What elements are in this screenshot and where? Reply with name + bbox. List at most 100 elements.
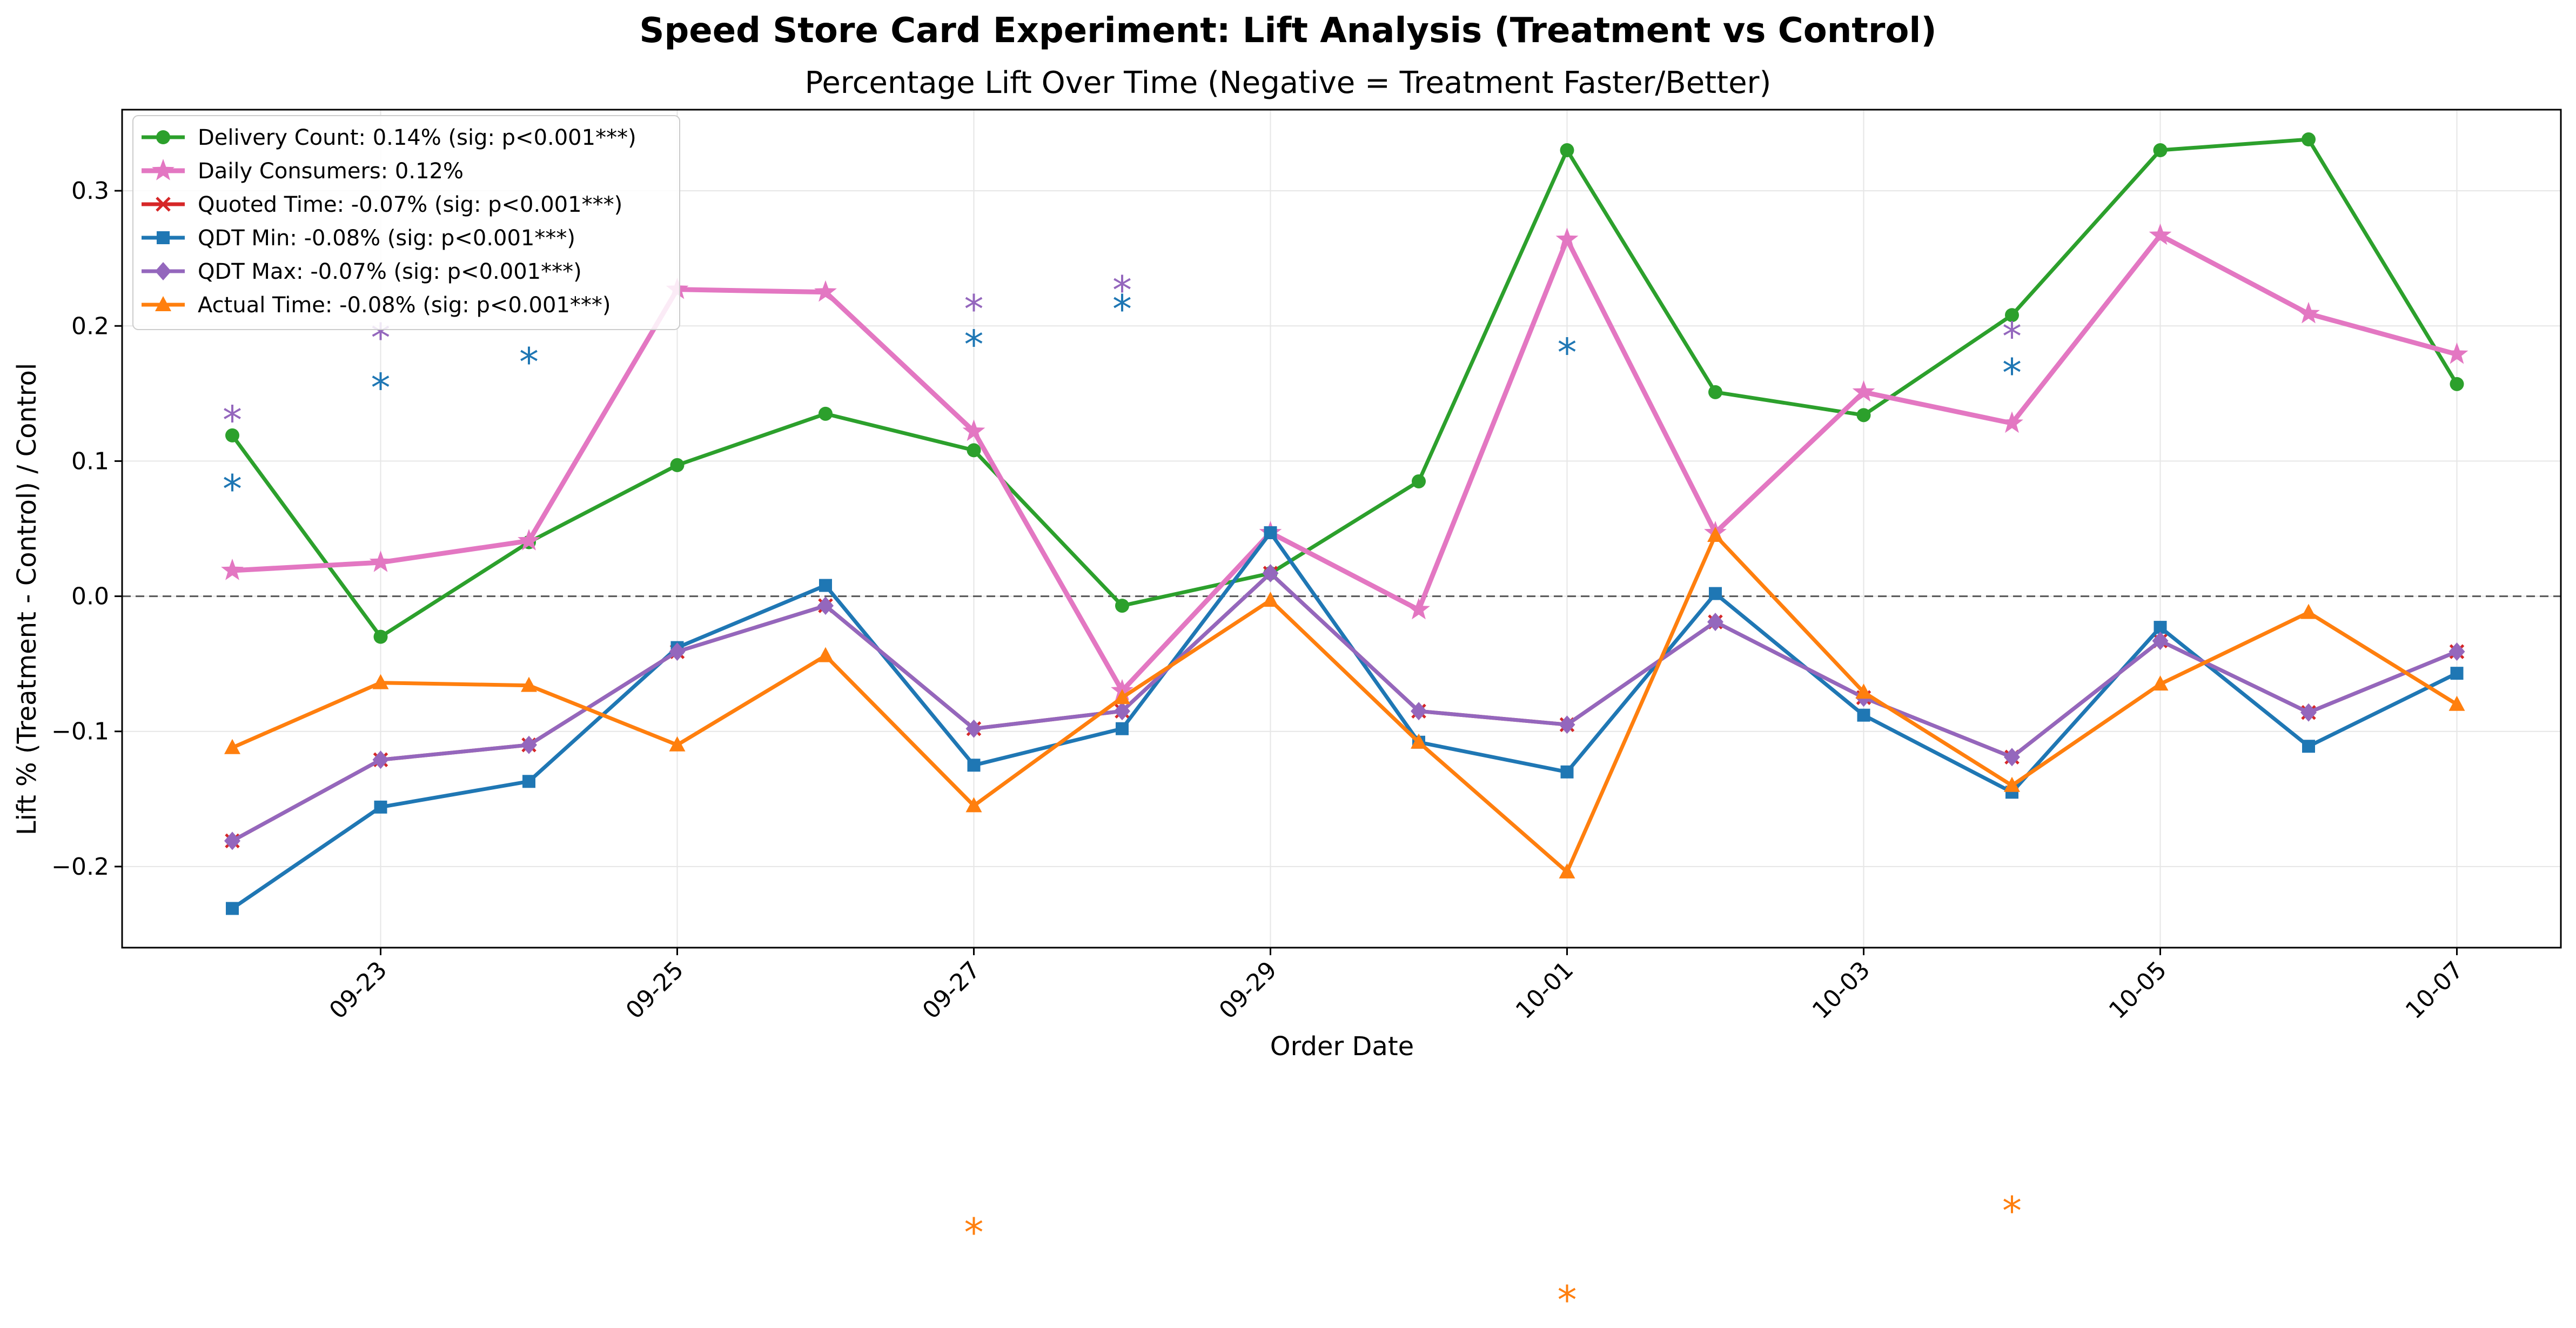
data-point bbox=[1856, 408, 1871, 422]
data-point bbox=[2149, 223, 2172, 245]
significance-star: * bbox=[223, 466, 242, 512]
series-lines bbox=[221, 132, 2468, 915]
legend-label: Daily Consumers: 0.12% bbox=[198, 159, 464, 184]
significance-star: * bbox=[964, 321, 984, 367]
data-point bbox=[2302, 132, 2316, 147]
legend-label: QDT Min: -0.08% (sig: p<0.001***) bbox=[198, 226, 575, 251]
data-point bbox=[2152, 675, 2169, 691]
y-tick-label: −0.2 bbox=[51, 853, 109, 881]
data-point bbox=[225, 428, 239, 442]
data-point bbox=[2004, 748, 2020, 767]
series-4 bbox=[224, 564, 2465, 850]
significance-star: * bbox=[964, 286, 984, 332]
legend-entry: Daily Consumers: 0.12% bbox=[142, 159, 464, 184]
legend: Delivery Count: 0.14% (sig: p<0.001***) D… bbox=[132, 115, 680, 330]
chart-subtitle: Percentage Lift Over Time (Negative = Tr… bbox=[805, 65, 1772, 100]
legend-marker bbox=[152, 159, 175, 180]
significance-star: * bbox=[1112, 267, 1132, 313]
series-line bbox=[231, 571, 2458, 843]
significance-star: * bbox=[964, 1210, 984, 1255]
data-point bbox=[1560, 143, 1574, 158]
data-point bbox=[817, 647, 834, 662]
data-point bbox=[1262, 564, 1279, 583]
data-point bbox=[518, 529, 540, 551]
series-line bbox=[232, 233, 2458, 694]
significance-star: * bbox=[2002, 313, 2022, 359]
plot-area-frame bbox=[121, 109, 2562, 949]
significance-star: * bbox=[2002, 1188, 2022, 1233]
significance-markers: ********** ***** bbox=[223, 267, 2022, 1323]
series-5 bbox=[224, 527, 2465, 878]
data-point bbox=[2300, 703, 2317, 722]
legend-marker bbox=[155, 296, 171, 311]
data-point bbox=[962, 419, 985, 441]
data-point bbox=[1411, 733, 1427, 749]
chart-title: Speed Store Card Experiment: Lift Analys… bbox=[639, 11, 1936, 51]
legend-entry: Actual Time: -0.08% (sig: p<0.001***) bbox=[142, 293, 611, 318]
data-point bbox=[819, 579, 832, 592]
data-point bbox=[224, 739, 240, 754]
legend-box bbox=[132, 115, 680, 330]
data-point bbox=[965, 797, 982, 813]
data-point bbox=[669, 736, 686, 752]
data-point bbox=[372, 750, 389, 769]
y-tick-label: 0.3 bbox=[71, 177, 109, 205]
data-point bbox=[1709, 587, 1722, 600]
data-point bbox=[1707, 527, 1723, 542]
significance-star: * bbox=[2002, 350, 2022, 395]
data-point bbox=[965, 719, 982, 738]
data-point bbox=[2448, 642, 2465, 661]
data-point bbox=[1114, 702, 1130, 721]
data-point bbox=[967, 443, 981, 458]
data-point bbox=[369, 551, 392, 572]
data-point bbox=[819, 406, 833, 421]
data-point bbox=[1412, 474, 1426, 488]
data-point bbox=[2448, 695, 2465, 711]
data-point bbox=[2445, 342, 2468, 364]
data-point bbox=[522, 775, 535, 788]
data-point bbox=[2004, 776, 2020, 792]
significance-star: * bbox=[1558, 330, 1577, 375]
data-point bbox=[2302, 740, 2315, 753]
legend-entry: QDT Max: -0.07% (sig: p<0.001***) bbox=[142, 259, 582, 284]
data-point bbox=[1560, 765, 1574, 779]
data-point bbox=[1855, 683, 1872, 699]
legend-label: Delivery Count: 0.14% (sig: p<0.001***) bbox=[198, 125, 636, 150]
legend-label: Actual Time: -0.08% (sig: p<0.001***) bbox=[198, 293, 611, 318]
data-point bbox=[814, 280, 837, 302]
data-point bbox=[221, 559, 244, 580]
data-point bbox=[1115, 599, 1129, 613]
data-point bbox=[2001, 411, 2023, 433]
legend-entry: QDT Min: -0.08% (sig: p<0.001***) bbox=[142, 226, 575, 251]
significance-star: * bbox=[519, 339, 539, 385]
legend-marker bbox=[157, 231, 170, 244]
legend-label: Quoted Time: -0.07% (sig: p<0.001***) bbox=[198, 192, 622, 217]
data-point bbox=[1407, 598, 1430, 620]
data-point bbox=[1264, 526, 1277, 540]
data-point bbox=[1262, 592, 1279, 607]
legend-marker bbox=[156, 197, 171, 212]
data-point bbox=[669, 642, 686, 661]
x-axis-label: Order Date bbox=[1270, 1031, 1414, 1062]
data-point bbox=[1114, 689, 1130, 705]
significance-star: * bbox=[371, 365, 391, 410]
y-axis-label: Lift % (Treatment - Control) / Control bbox=[12, 363, 42, 835]
data-point bbox=[373, 629, 388, 644]
data-point bbox=[521, 735, 537, 754]
data-point bbox=[1708, 385, 1722, 399]
data-point bbox=[1411, 702, 1427, 721]
legend-entry: Quoted Time: -0.07% (sig: p<0.001***) bbox=[142, 192, 622, 217]
data-point bbox=[2152, 632, 2169, 650]
significance-star: * bbox=[223, 397, 242, 442]
data-point bbox=[967, 759, 981, 772]
data-point bbox=[1707, 613, 1723, 632]
data-point bbox=[226, 902, 239, 915]
data-point bbox=[1857, 708, 1870, 722]
data-point bbox=[521, 676, 537, 692]
data-point bbox=[2154, 621, 2167, 634]
y-tick-label: −0.1 bbox=[51, 718, 109, 746]
data-point bbox=[372, 674, 389, 689]
y-tick-label: 0.0 bbox=[71, 583, 109, 611]
data-point bbox=[670, 458, 685, 472]
